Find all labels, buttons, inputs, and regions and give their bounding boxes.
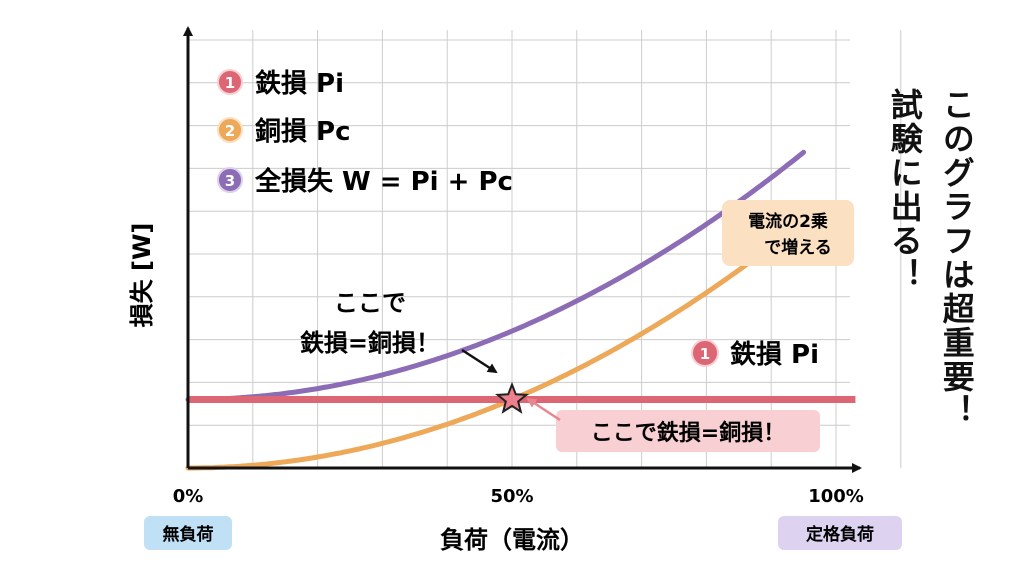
legend-entry-iron-loss: 鉄損 Pi — [255, 68, 344, 99]
iron-loss-label: 鉄損 Pi — [730, 339, 819, 370]
legend-marker-number: 3 — [225, 172, 235, 190]
intersection-arrow-pink — [526, 397, 561, 422]
intersection-star-icon — [495, 381, 529, 414]
legend-marker-number: 1 — [225, 74, 235, 92]
no-load-badge-label: 無負荷 — [163, 524, 214, 545]
iron-loss-label-number: 1 — [700, 345, 710, 363]
x-tick-label: 0% — [173, 486, 204, 507]
no-load-badge — [144, 516, 232, 550]
copper-note-line2: で増える — [764, 237, 832, 258]
iron-loss-label-marker — [691, 339, 719, 367]
intersection-note-boxed: ここで鉄損=銅損！ — [591, 420, 785, 446]
copper-note-box — [722, 200, 854, 266]
series-line-copper-loss — [185, 223, 800, 471]
legend: 1 鉄損 Pi 2 銅損 Pc 3 全損失 W = Pi + Pc — [217, 68, 513, 197]
x-axis-label: 負荷（電流） — [440, 526, 584, 554]
rated-load-badge-label: 定格負荷 — [806, 524, 874, 545]
legend-marker-copper — [217, 117, 243, 143]
side-text-exam: 試験に出る！ — [885, 88, 924, 292]
intersection-note-box — [556, 410, 820, 452]
intersection-note-line2: 鉄損=銅損！ — [300, 329, 440, 357]
legend-entry-total-loss: 全損失 W = Pi + Pc — [254, 166, 513, 197]
side-text-important: このグラフは超重要！ — [937, 88, 976, 428]
x-tick-label: 100% — [808, 486, 864, 507]
legend-marker-iron — [217, 69, 243, 95]
legend-entry-copper-loss: 銅損 Pc — [255, 116, 351, 147]
x-tick-label: 50% — [490, 486, 533, 507]
copper-note-line1: 電流の2乗 — [748, 211, 828, 232]
legend-marker-number: 2 — [225, 122, 235, 140]
intersection-note-line1: ここで — [334, 289, 406, 317]
intersection-arrow-black — [461, 348, 498, 374]
legend-marker-total — [217, 167, 243, 193]
series-line-total-loss — [185, 149, 807, 402]
y-axis-label: 損失 [W] — [128, 223, 156, 328]
rated-load-badge — [778, 516, 902, 550]
